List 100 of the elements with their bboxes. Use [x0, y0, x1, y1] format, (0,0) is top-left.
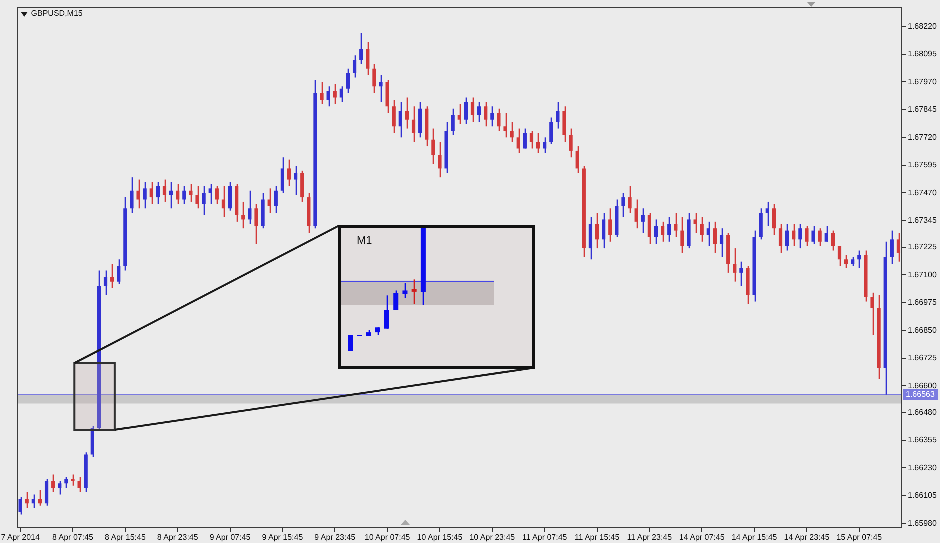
- x-tick-label: 14 Apr 07:45: [679, 533, 726, 542]
- candlestick: [772, 204, 776, 236]
- candlestick: [668, 216, 672, 243]
- candlestick: [556, 102, 560, 130]
- candlestick: [464, 97, 468, 125]
- candlestick: [326, 86, 330, 108]
- y-tick-label: 1.66105: [908, 491, 938, 500]
- candlestick: [432, 128, 436, 165]
- x-tick-label: 10 Apr 23:45: [470, 533, 516, 542]
- y-tick-label: 1.66975: [908, 298, 938, 308]
- candlestick: [576, 146, 580, 174]
- candlestick: [280, 156, 285, 194]
- candlestick: [44, 478, 49, 506]
- candlestick: [130, 176, 134, 214]
- candlestick: [248, 190, 252, 225]
- candlestick: [824, 226, 828, 243]
- candlestick: [458, 104, 462, 125]
- y-tick-label: 1.68095: [908, 50, 938, 59]
- candlestick: [870, 292, 874, 336]
- candlestick: [176, 184, 180, 205]
- candlestick: [412, 106, 416, 143]
- candlestick: [484, 102, 488, 128]
- x-tick-label: 9 Apr 23:45: [314, 533, 356, 542]
- x-tick-label: 8 Apr 07:45: [52, 533, 94, 542]
- y-tick-label: 1.67225: [908, 242, 938, 252]
- candlestick: [52, 474, 56, 494]
- ref-line-label: 1.66563: [906, 390, 936, 400]
- candlestick: [333, 84, 337, 106]
- candlestick: [392, 99, 396, 134]
- candlestick: [254, 204, 258, 245]
- candlestick: [740, 261, 744, 287]
- candlestick: [71, 474, 75, 487]
- candlestick: [104, 270, 108, 296]
- candlestick: [510, 121, 514, 143]
- candlestick: [844, 254, 848, 270]
- candlestick: [451, 108, 455, 136]
- candlestick: [25, 492, 29, 509]
- candlestick: [896, 232, 901, 263]
- candlestick: [838, 246, 842, 267]
- candlestick: [136, 179, 140, 210]
- candlestick: [641, 208, 645, 234]
- candlestick: [202, 186, 206, 216]
- candlestick: [798, 224, 802, 250]
- candlestick: [379, 74, 383, 103]
- x-tick-label: 15 Apr 07:45: [836, 533, 883, 542]
- candlestick: [150, 181, 154, 205]
- candlestick: [536, 132, 540, 154]
- candlestick: [858, 250, 862, 270]
- candlestick: [78, 476, 82, 494]
- y-tick-label: 1.67470: [908, 188, 938, 198]
- y-tick-label: 1.68220: [908, 22, 938, 31]
- candlestick: [215, 186, 219, 205]
- y-tick-label: 1.67970: [908, 77, 938, 86]
- candlestick: [628, 186, 632, 214]
- candlestick: [490, 106, 494, 128]
- candlestick: [64, 476, 68, 489]
- candlestick: [38, 490, 42, 506]
- candlestick: [360, 32, 364, 66]
- x-tick-label: 11 Apr 23:45: [627, 533, 673, 542]
- chart-title: GBPUSD,M15: [31, 8, 83, 19]
- x-tick-label: 8 Apr 23:45: [157, 533, 199, 542]
- candlestick: [438, 141, 442, 178]
- candlestick: [189, 184, 193, 203]
- candlestick: [405, 97, 410, 130]
- candlestick: [778, 224, 783, 254]
- x-tick-label: 14 Apr 23:45: [784, 533, 830, 542]
- candlestick: [674, 212, 678, 238]
- candlestick: [654, 219, 658, 245]
- candlestick: [569, 128, 573, 158]
- y-tick-label: 1.67595: [908, 160, 938, 170]
- candlestick: [786, 224, 790, 252]
- candlestick: [366, 42, 370, 76]
- candlestick: [516, 128, 520, 154]
- candlestick: [713, 221, 718, 254]
- candlestick: [470, 97, 475, 123]
- y-tick-label: 1.65980: [908, 518, 938, 528]
- x-tick-label: 14 Apr 15:45: [732, 533, 778, 542]
- candlestick: [110, 263, 114, 290]
- x-tick-label: 10 Apr 15:45: [417, 533, 464, 542]
- candlestick: [340, 86, 344, 103]
- x-tick-label: 8 Apr 15:45: [104, 533, 146, 542]
- candlestick: [169, 181, 174, 210]
- candlestick: [268, 188, 272, 214]
- candlestick: [208, 184, 212, 205]
- candlestick: [274, 186, 278, 214]
- candlestick: [294, 166, 298, 196]
- candlestick: [550, 117, 554, 145]
- candlestick: [680, 216, 684, 254]
- y-tick-label: 1.67100: [908, 270, 938, 280]
- x-tick-label: 9 Apr 15:45: [262, 533, 304, 542]
- x-tick-label: 7 Apr 2014: [1, 533, 40, 542]
- candlestick: [196, 186, 200, 210]
- candlestick: [805, 226, 809, 247]
- y-tick-label: 1.66230: [908, 463, 938, 472]
- candlestick: [818, 228, 822, 247]
- candlestick: [792, 224, 796, 247]
- candlestick: [504, 112, 508, 138]
- candlestick: [402, 282, 408, 299]
- y-tick-label: 1.67345: [908, 216, 938, 226]
- candlestick: [543, 137, 547, 154]
